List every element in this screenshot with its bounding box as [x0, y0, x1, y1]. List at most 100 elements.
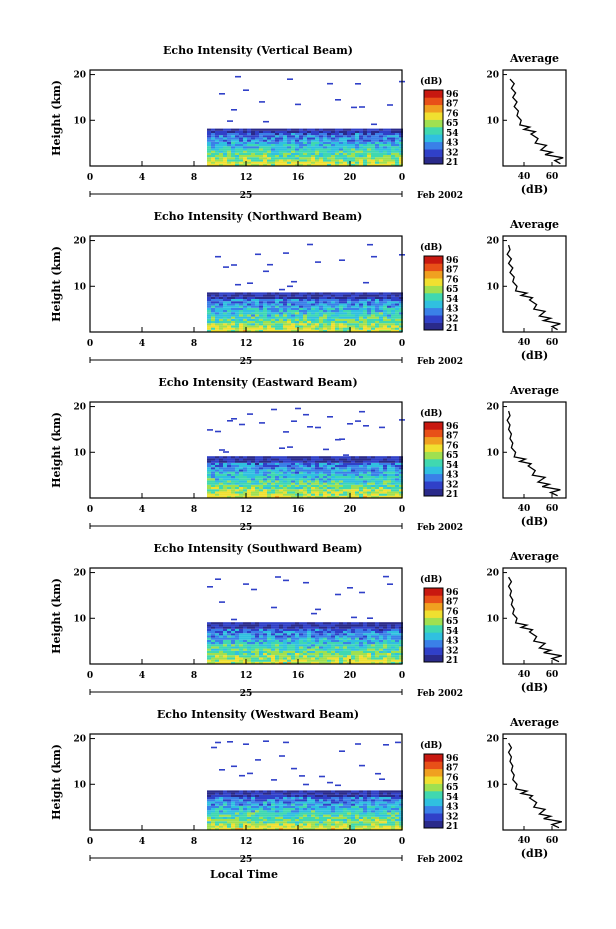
heatmap-cell	[307, 792, 311, 795]
heatmap-cell	[243, 299, 247, 302]
heatmap-cell	[379, 327, 383, 330]
heatmap-cell	[399, 797, 403, 800]
heatmap-cell	[383, 812, 387, 815]
heatmap-cell	[279, 307, 283, 310]
heatmap-cell	[235, 305, 239, 308]
heatmap-cell	[223, 476, 227, 479]
heatmap-cell	[355, 821, 359, 824]
heatmap-cell	[379, 139, 383, 142]
heatmap-cell	[311, 646, 315, 649]
heatmap-cell	[315, 482, 319, 485]
heatmap-cell	[315, 329, 319, 332]
heatmap-cell	[239, 797, 243, 800]
heatmap-cell	[279, 462, 283, 465]
heatmap-cell	[271, 637, 275, 640]
average-y-tick-label: 10	[486, 448, 499, 458]
heatmap-cell	[231, 264, 237, 266]
heatmap-cell	[303, 644, 307, 647]
heatmap-cell	[331, 823, 335, 826]
heatmap-cell	[363, 281, 369, 284]
heatmap-cell	[391, 823, 395, 826]
heatmap-cell	[335, 150, 339, 153]
date-month-year-label: Feb 2002	[417, 689, 463, 699]
heatmap-cell	[267, 294, 271, 297]
heatmap-cell	[215, 635, 219, 638]
heatmap-cell	[399, 639, 403, 642]
heatmap-cell	[339, 318, 343, 321]
heatmap-cell	[303, 480, 307, 483]
heatmap-cell	[279, 447, 285, 449]
heatmap-cell	[391, 633, 395, 636]
heatmap-cell	[219, 469, 223, 472]
heatmap-cell	[307, 152, 311, 155]
heatmap-cell	[363, 321, 367, 324]
heatmap-cell	[323, 323, 327, 326]
heatmap-cell	[235, 646, 239, 649]
heatmap-cell	[395, 467, 399, 470]
heatmap-cell	[351, 650, 355, 653]
heatmap-cell	[287, 476, 291, 479]
heatmap-cell	[299, 808, 303, 811]
heatmap-cell	[267, 805, 271, 808]
panel-title: Echo Intensity (Eastward Beam)	[158, 376, 357, 389]
heatmap-cell	[271, 150, 275, 153]
heatmap-cell	[343, 819, 347, 822]
heatmap-cell	[255, 799, 259, 802]
heatmap-cell	[327, 628, 331, 631]
heatmap-cell	[219, 814, 223, 817]
heatmap-cell	[363, 163, 367, 166]
heatmap-cell	[283, 316, 287, 319]
heatmap-cell	[383, 821, 387, 824]
heatmap-cell	[399, 294, 403, 297]
heatmap-cell	[335, 482, 339, 485]
heatmap-cell	[343, 307, 347, 310]
heatmap-cell	[335, 823, 339, 826]
heatmap-cell	[263, 471, 267, 474]
heatmap-cell	[259, 161, 263, 164]
heatmap-cell	[235, 659, 239, 662]
heatmap-cell	[271, 303, 275, 306]
heatmap-cell	[259, 812, 263, 815]
heatmap-cell	[335, 648, 339, 651]
x-tick-label: 4	[139, 505, 145, 515]
heatmap-cell	[219, 292, 223, 295]
heatmap-cell	[391, 480, 395, 483]
heatmap-cell	[379, 155, 383, 158]
heatmap-cell	[347, 622, 351, 625]
heatmap-cell	[303, 152, 307, 155]
heatmap-cell	[275, 814, 279, 817]
heatmap-cell	[311, 327, 315, 330]
heatmap-cell	[287, 819, 291, 822]
heatmap-cell	[367, 819, 371, 822]
heatmap-cell	[327, 312, 331, 315]
heatmap-cell	[291, 161, 295, 164]
heatmap-cell	[307, 803, 311, 806]
heatmap-cell	[223, 646, 227, 649]
heatmap-cell	[263, 659, 267, 662]
heatmap-cell	[227, 294, 231, 297]
heatmap-cell	[371, 661, 375, 664]
heatmap-cell	[399, 157, 403, 160]
heatmap-cell	[227, 626, 231, 629]
heatmap-cell	[371, 823, 375, 826]
heatmap-cell	[335, 819, 339, 822]
heatmap-cell	[279, 157, 283, 160]
heatmap-cell	[335, 303, 339, 306]
heatmap-cell	[343, 650, 347, 653]
heatmap-cell	[279, 827, 283, 830]
heatmap-cell	[207, 148, 211, 151]
heatmap-cell	[327, 155, 331, 158]
heatmap-cell	[211, 155, 215, 158]
heatmap-cell	[263, 827, 267, 830]
heatmap-cell	[235, 133, 239, 136]
heatmap-cell	[291, 484, 295, 487]
heatmap-cell	[311, 316, 315, 319]
heatmap-cell	[307, 159, 311, 162]
heatmap-cell	[395, 827, 399, 830]
heatmap-cell	[371, 155, 375, 158]
heatmap-cell	[359, 482, 363, 485]
heatmap-cell	[267, 137, 271, 140]
heatmap-cell	[351, 146, 355, 149]
heatmap-cell	[343, 296, 347, 299]
heatmap-cell	[331, 310, 335, 313]
